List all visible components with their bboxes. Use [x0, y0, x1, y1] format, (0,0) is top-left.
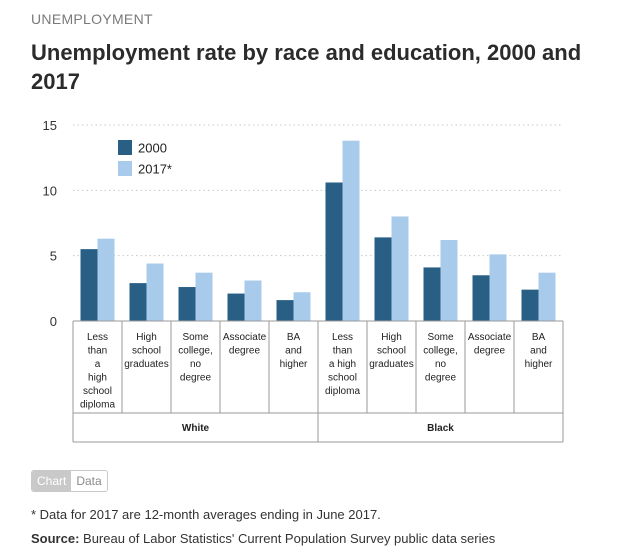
bar-2000 — [276, 300, 294, 321]
bar-2000 — [472, 275, 490, 321]
bar-2000 — [129, 283, 147, 321]
category-tick-label: Associate degree — [468, 332, 512, 357]
footnote: * Data for 2017 are 12-month averages en… — [31, 507, 381, 522]
category-tick-label: BA and higher — [280, 332, 308, 370]
category-tick-label: High school graduates — [124, 332, 168, 370]
bar-2000 — [423, 267, 441, 321]
legend-label: 2000 — [138, 141, 167, 156]
bar-2017 — [440, 239, 458, 321]
y-tick-label: 0 — [50, 314, 57, 329]
category-tick-label: BA and higher — [525, 332, 553, 370]
bar-2017 — [195, 272, 213, 321]
category-tick-label: Less than a high school diploma — [80, 332, 115, 411]
y-tick-label: 5 — [50, 249, 57, 264]
view-toggle[interactable]: Chart Data — [31, 470, 108, 492]
bar-2017 — [97, 238, 115, 321]
bar-2017 — [293, 292, 311, 321]
category-tick-label: Some college, no degree — [178, 332, 212, 384]
bar-chart: 0 5 10 15 Less than a high school diploma High scho… — [43, 118, 564, 443]
group-label: Black — [427, 423, 454, 434]
source-note: Source: Bureau of Labor Statistics' Curr… — [31, 531, 495, 546]
bar-2017 — [244, 280, 262, 321]
source-label: Source: — [31, 531, 80, 546]
bar-2000 — [178, 287, 196, 321]
source-text: Bureau of Labor Statistics' Current Popu… — [79, 531, 496, 546]
data-view-button[interactable]: Data — [71, 471, 107, 491]
bar-2017 — [342, 140, 360, 321]
bar-2000 — [325, 182, 343, 321]
chart-view-button[interactable]: Chart — [32, 471, 72, 491]
bar-2000 — [80, 249, 98, 321]
group-label: White — [182, 423, 210, 434]
legend-swatch — [118, 140, 132, 155]
y-tick-label: 10 — [43, 183, 57, 198]
category-tick-label: Some college, no degree — [423, 332, 457, 384]
bar-2017 — [538, 272, 556, 321]
bar-2000 — [374, 237, 392, 321]
bar-2000 — [227, 293, 245, 321]
legend-swatch — [118, 161, 132, 176]
category-tick-label: Less than a high school diploma — [325, 332, 360, 397]
category-tick-label: High school graduates — [369, 332, 413, 370]
y-tick-label: 15 — [43, 118, 57, 133]
category-tick-label: Associate degree — [223, 332, 267, 357]
bar-2017 — [489, 254, 507, 321]
bar-2000 — [521, 289, 539, 321]
legend-label: 2017* — [138, 162, 172, 177]
chart-title: Unemployment rate by race and education,… — [31, 40, 582, 94]
bar-2017 — [391, 216, 409, 321]
section-eyebrow: UNEMPLOYMENT — [31, 11, 153, 27]
bar-2017 — [146, 263, 164, 321]
